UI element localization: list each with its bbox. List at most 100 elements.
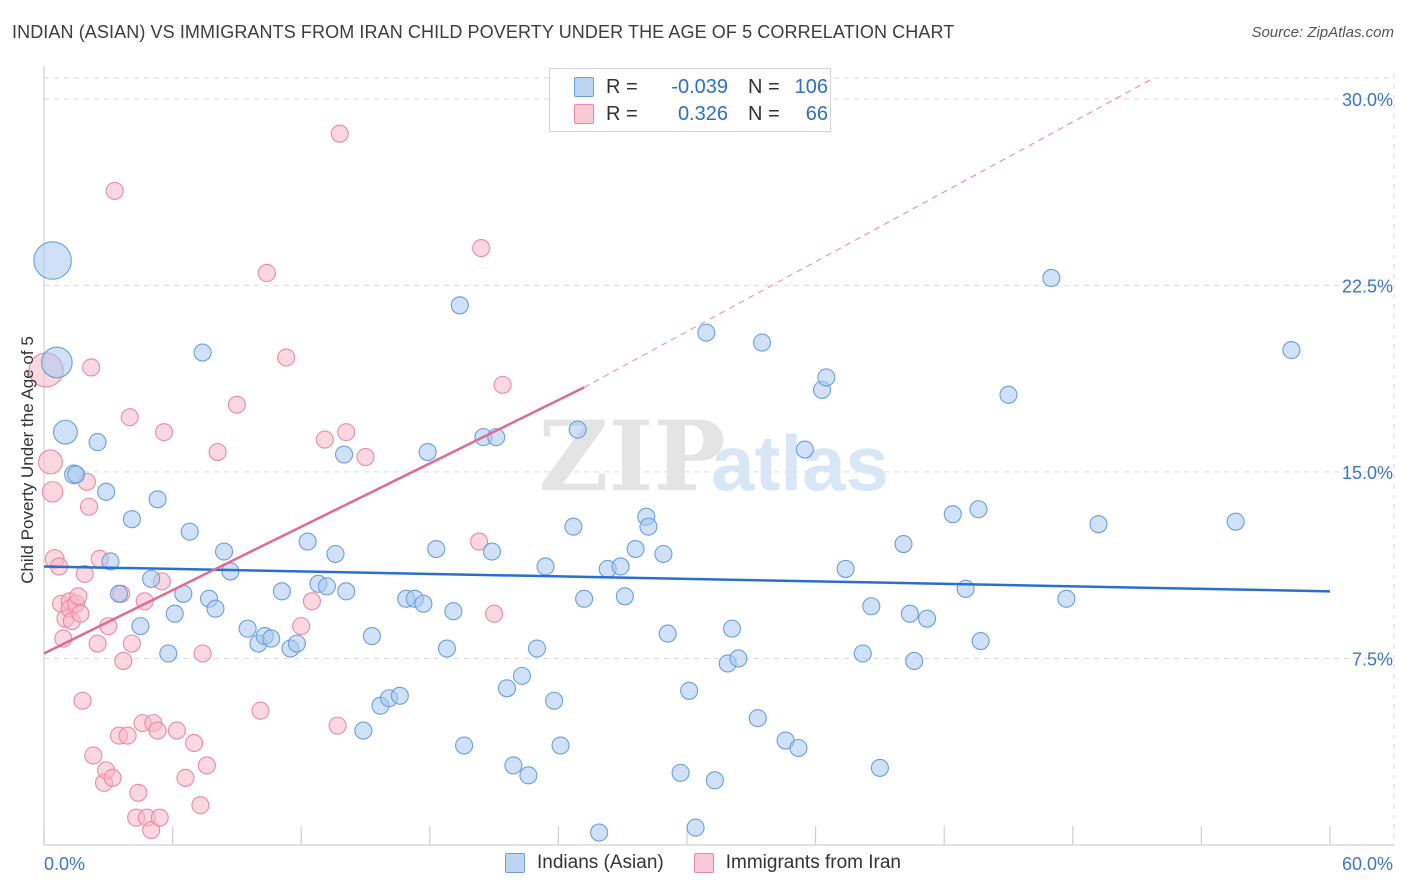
indian-point[interactable] <box>97 482 116 501</box>
indian-point[interactable] <box>905 651 924 671</box>
iran-point[interactable] <box>71 604 90 623</box>
indian-point[interactable] <box>390 686 409 705</box>
indian-point[interactable] <box>1282 341 1301 360</box>
indian-point[interactable] <box>206 599 225 618</box>
indian-point[interactable] <box>836 559 855 578</box>
indian-point[interactable] <box>180 522 199 541</box>
indian-point[interactable] <box>193 343 212 362</box>
indian-point[interactable] <box>551 736 570 755</box>
indian-point[interactable] <box>317 577 336 596</box>
indian-point[interactable] <box>575 589 594 608</box>
indian-point[interactable] <box>853 644 872 663</box>
indian-point[interactable] <box>298 532 317 551</box>
indian-point[interactable] <box>686 818 705 837</box>
indian-point[interactable] <box>512 666 532 685</box>
indian-point[interactable] <box>615 587 634 606</box>
indian-point[interactable] <box>427 539 446 559</box>
indian-point[interactable] <box>101 552 120 571</box>
iran-point[interactable] <box>69 587 88 606</box>
indian-point[interactable] <box>611 557 630 576</box>
iran-point[interactable] <box>193 644 212 663</box>
iran-point[interactable] <box>105 181 124 200</box>
series-legend-indian[interactable]: Indians (Asian) <box>505 852 664 874</box>
indian-point[interactable] <box>41 346 73 379</box>
indian-point[interactable] <box>109 584 129 603</box>
indian-point[interactable] <box>918 609 937 628</box>
indian-point[interactable] <box>999 385 1018 404</box>
iran-point[interactable] <box>470 532 489 551</box>
indian-point[interactable] <box>519 766 538 785</box>
iran-point[interactable] <box>277 348 296 367</box>
iran-point[interactable] <box>251 701 270 720</box>
iran-point[interactable] <box>176 768 195 787</box>
indian-point[interactable] <box>52 419 78 445</box>
indian-point[interactable] <box>165 604 184 623</box>
indian-point[interactable] <box>639 517 658 536</box>
iran-point[interactable] <box>37 449 63 475</box>
indian-point[interactable] <box>536 557 555 576</box>
indian-point[interactable] <box>88 433 107 452</box>
iran-point[interactable] <box>73 691 92 710</box>
indian-point[interactable] <box>658 624 677 643</box>
indian-point[interactable] <box>455 736 474 755</box>
indian-point[interactable] <box>148 490 167 509</box>
indian-point[interactable] <box>568 420 587 439</box>
iran-point[interactable] <box>328 716 347 735</box>
indian-point[interactable] <box>1057 589 1076 608</box>
indian-point[interactable] <box>418 442 437 462</box>
indian-point[interactable] <box>626 539 645 559</box>
indian-point[interactable] <box>354 721 373 740</box>
indian-point[interactable] <box>789 738 808 758</box>
indian-point[interactable] <box>795 440 814 459</box>
iran-point[interactable] <box>75 564 94 583</box>
indian-point[interactable] <box>671 763 690 782</box>
indian-point[interactable] <box>870 758 889 777</box>
iran-point[interactable] <box>315 430 334 449</box>
iran-point[interactable] <box>292 617 311 636</box>
indian-point[interactable] <box>142 569 161 588</box>
iran-point[interactable] <box>122 634 141 653</box>
iran-point[interactable] <box>142 821 161 840</box>
iran-point[interactable] <box>184 733 204 753</box>
indian-point[interactable] <box>748 709 767 728</box>
iran-point[interactable] <box>227 395 246 414</box>
indian-point[interactable] <box>862 597 881 616</box>
indian-point[interactable] <box>122 510 141 529</box>
indian-point[interactable] <box>564 517 583 536</box>
iran-point[interactable] <box>472 239 491 258</box>
iran-point[interactable] <box>330 124 349 143</box>
series-legend-iran[interactable]: Immigrants from Iran <box>693 852 901 874</box>
indian-point[interactable] <box>590 823 609 842</box>
indian-point[interactable] <box>722 619 742 638</box>
indian-point[interactable] <box>956 579 975 598</box>
indian-point[interactable] <box>362 627 381 646</box>
indian-point[interactable] <box>545 691 564 710</box>
indian-point[interactable] <box>159 644 178 663</box>
indian-point[interactable] <box>326 544 345 564</box>
indian-point[interactable] <box>437 639 456 658</box>
indian-point[interactable] <box>894 535 913 554</box>
iran-point[interactable] <box>84 746 103 765</box>
indian-point[interactable] <box>680 681 699 700</box>
indian-point[interactable] <box>67 465 86 484</box>
indian-point[interactable] <box>272 582 291 601</box>
indian-point[interactable] <box>969 500 988 519</box>
iran-point[interactable] <box>82 358 101 377</box>
iran-point[interactable] <box>493 375 512 394</box>
indian-point[interactable] <box>1042 268 1061 287</box>
indian-point[interactable] <box>238 619 257 638</box>
indian-point[interactable] <box>943 505 962 524</box>
indian-point[interactable] <box>971 632 990 651</box>
iran-point[interactable] <box>154 423 174 442</box>
indian-point[interactable] <box>697 323 716 342</box>
indian-point[interactable] <box>527 639 547 658</box>
iran-point[interactable] <box>257 263 276 283</box>
indian-point[interactable] <box>1226 512 1245 531</box>
iran-point[interactable] <box>41 481 64 503</box>
iran-point[interactable] <box>118 726 137 745</box>
indian-point[interactable] <box>1089 515 1108 534</box>
indian-point[interactable] <box>414 594 433 613</box>
iran-point[interactable] <box>337 423 356 442</box>
iran-point[interactable] <box>197 756 216 775</box>
iran-point[interactable] <box>88 634 107 653</box>
